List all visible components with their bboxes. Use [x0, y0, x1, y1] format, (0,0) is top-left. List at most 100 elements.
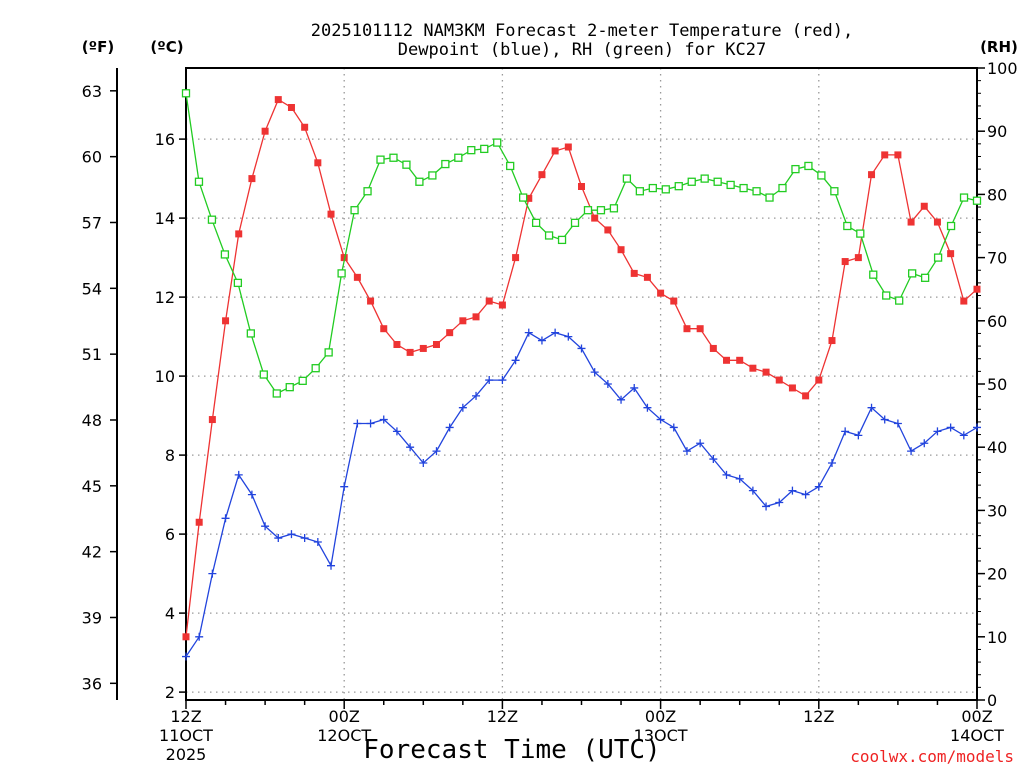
dewpoint-point-37: [669, 423, 678, 432]
rh-point-1: [194, 177, 204, 186]
rh-point-10: [311, 364, 320, 373]
temperature-point-6: [261, 127, 269, 135]
rh-tick-label-8: 80: [987, 185, 1007, 204]
celsius-tick-label-0: 2: [165, 683, 175, 702]
temperature-point-11: [327, 210, 335, 218]
dewpoint-point-27: [537, 336, 546, 345]
dewpoint-point-29: [564, 332, 573, 341]
rh-tick-label-10: 100: [987, 59, 1018, 78]
rh-point-46: [778, 183, 787, 193]
temperature-point-33: [617, 246, 625, 254]
x-tick-label-5: 00Z: [961, 707, 992, 726]
rh-point-33: [609, 204, 619, 213]
dewpoint-point-8: [287, 530, 296, 539]
rh-point-23: [480, 144, 489, 154]
dewpoint-point-25: [511, 356, 520, 365]
temperature-point-58: [947, 250, 955, 258]
x-tick-label-1: 00Z: [329, 707, 360, 726]
temperature-point-52: [868, 171, 876, 179]
dewpoint-point-12: [340, 482, 349, 491]
rh-point-12: [337, 269, 346, 278]
rh-point-43: [739, 183, 748, 193]
rh-tick-label-5: 50: [987, 375, 1007, 394]
rh-tick-label-0: 0: [987, 691, 997, 710]
dewpoint-point-43: [748, 486, 757, 495]
dewpoint-point-18: [419, 459, 428, 467]
dewpoint-point-24: [498, 376, 507, 385]
temperature-point-4: [235, 230, 243, 238]
temperature-point-15: [380, 325, 388, 333]
dewpoint-point-3: [221, 514, 230, 523]
dewpoint-point-33: [617, 395, 626, 404]
rh-point-6: [259, 370, 268, 379]
rh-point-41: [713, 177, 722, 186]
temperature-point-47: [802, 392, 810, 400]
rh-point-35: [635, 187, 645, 196]
celsius-tick-label-4: 10: [155, 367, 175, 386]
temperature-point-60: [973, 285, 981, 293]
dewpoint-point-31: [590, 368, 599, 377]
rh-point-13: [350, 206, 359, 215]
rh-tick-label-4: 40: [987, 438, 1007, 457]
fahrenheit-tick-label-7: 57: [82, 213, 102, 232]
rh-tick-label-6: 60: [987, 312, 1007, 331]
x-tick-label-4: 12Z: [803, 707, 834, 726]
temperature-point-48: [815, 376, 823, 384]
rh-point-28: [544, 231, 554, 240]
dewpoint-point-46: [788, 486, 797, 495]
dewpoint-point-23: [485, 376, 494, 385]
celsius-tick-label-3: 8: [165, 446, 175, 465]
fahrenheit-tick-label-4: 48: [82, 411, 102, 430]
celsius-unit-label: (ºC): [150, 38, 183, 56]
dewpoint-point-38: [682, 447, 691, 456]
data-series: [181, 89, 982, 661]
rh-point-57: [920, 273, 930, 282]
dewpoint-point-56: [920, 439, 929, 448]
dewpoint-point-21: [458, 403, 467, 412]
rh-point-7: [272, 389, 281, 398]
dewpoint-point-50: [841, 427, 850, 436]
temperature-point-38: [683, 325, 691, 333]
temperature-point-9: [301, 123, 309, 131]
chart-title-line1: 2025101112 NAM3KM Forecast 2-meter Tempe…: [311, 21, 853, 41]
temperature-point-59: [960, 297, 968, 305]
rh-point-17: [402, 160, 411, 169]
rh-point-50: [830, 187, 839, 196]
fahrenheit-tick-label-5: 51: [82, 345, 102, 364]
temperature-point-57: [933, 218, 941, 226]
temperature-point-31: [591, 214, 599, 222]
dewpoint-point-55: [907, 447, 916, 456]
dewpoint-point-39: [696, 439, 705, 448]
axes: [110, 67, 985, 709]
dewpoint-point-4: [234, 470, 243, 479]
temperature-point-1: [195, 518, 203, 526]
dewpoint-point-51: [854, 431, 863, 440]
temperature-point-50: [841, 258, 849, 266]
x-tick-date-0: 11OCT: [159, 726, 213, 745]
credit-text: coolwx.com/models: [850, 747, 1014, 766]
dewpoint-point-17: [406, 443, 415, 452]
dewpoint-point-40: [709, 455, 718, 464]
rh-point-37: [661, 185, 670, 194]
dewpoint-point-59: [959, 431, 968, 440]
rh-point-61: [972, 196, 982, 205]
dewpoint-point-57: [933, 427, 942, 436]
temperature-point-49: [828, 337, 836, 345]
dewpoint-point-2: [208, 569, 217, 578]
dewpoint-point-54: [893, 419, 902, 428]
temperature-point-16: [393, 341, 401, 348]
rh-tick-label-1: 10: [987, 628, 1007, 647]
rh-point-59: [946, 221, 956, 231]
fahrenheit-tick-label-0: 36: [82, 674, 102, 693]
dewpoint-point-28: [551, 328, 560, 337]
x-tick-label-3: 00Z: [645, 707, 676, 726]
temperature-point-37: [670, 297, 678, 305]
temperature-point-24: [498, 301, 506, 309]
dewpoint-point-41: [722, 470, 731, 479]
dewpoint-point-49: [827, 459, 836, 467]
rh-point-47: [791, 164, 800, 174]
temperature-point-10: [314, 159, 322, 167]
rh-point-15: [376, 155, 385, 164]
rh-point-8: [285, 383, 294, 392]
temperature-point-41: [723, 356, 731, 364]
